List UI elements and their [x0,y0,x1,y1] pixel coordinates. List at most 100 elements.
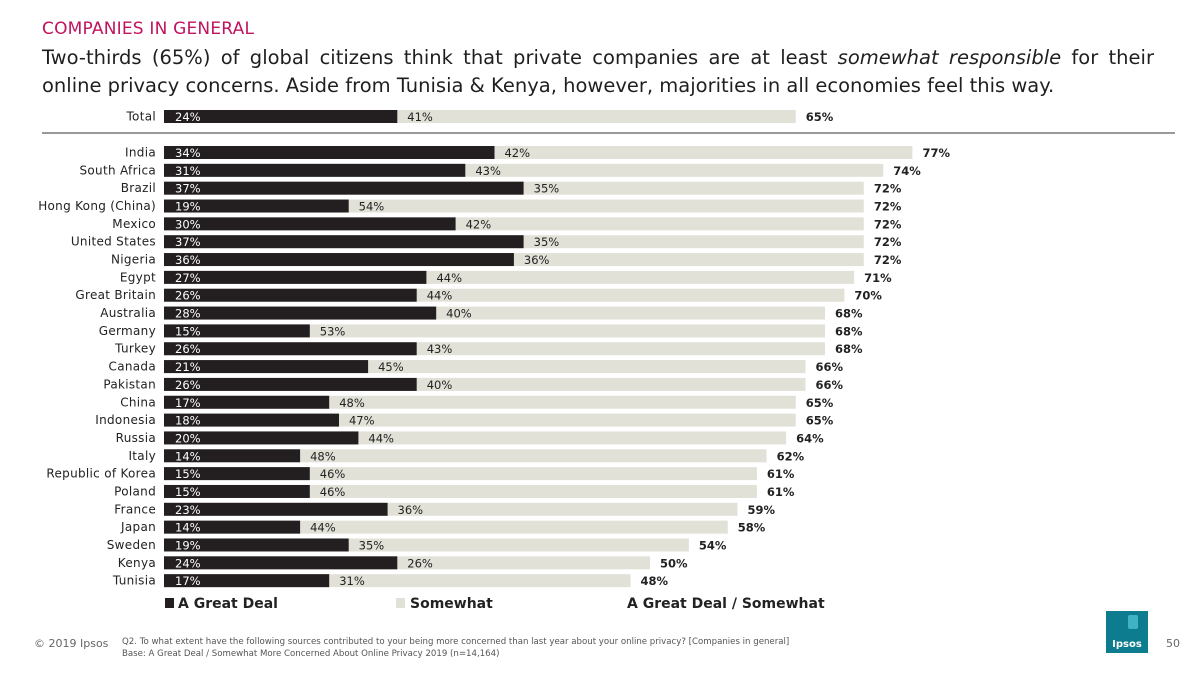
bar-great-deal-japan [164,520,301,534]
label-somewhat-china: 48% [339,396,365,410]
bar-great-deal-india [164,146,495,159]
label-great-deal-united-states: 37% [175,235,201,249]
label-great-deal-germany: 15% [175,324,201,338]
category-label-italy: Italy [128,449,156,463]
label-total-poland: 61% [767,485,795,499]
bar-somewhat-republic-of-korea [164,467,757,481]
category-label-kenya: Kenya [118,556,156,570]
label-somewhat-russia: 44% [368,431,394,445]
bar-great-deal-indonesia [164,413,339,427]
label-somewhat-canada: 45% [378,360,404,374]
section-title: COMPANIES IN GENERAL [42,19,255,39]
bar-great-deal-poland [164,484,310,498]
logo-text: Ipsos [1112,639,1142,650]
label-somewhat-india: 42% [504,146,530,160]
category-label-total: Total [125,110,156,124]
label-total-total: 65% [806,110,834,124]
label-somewhat-mexico: 42% [466,217,492,231]
bar-great-deal-pakistan [164,377,417,391]
category-label-pakistan: Pakistan [103,377,156,391]
label-total-united-states: 72% [874,235,902,249]
category-label-china: China [120,395,156,409]
ipsos-logo: Ipsos [1106,611,1148,653]
bar-great-deal-brazil [164,181,524,195]
label-great-deal-brazil: 37% [175,182,201,196]
label-somewhat-hong-kong-china: 54% [359,200,385,214]
category-label-nigeria: Nigeria [111,253,156,267]
legend-swatch-great-deal [165,598,174,608]
label-somewhat-france: 36% [398,503,424,517]
label-total-egypt: 71% [864,271,892,285]
label-total-germany: 68% [835,324,863,338]
category-label-sweden: Sweden [107,538,156,552]
label-somewhat-japan: 44% [310,521,336,535]
label-great-deal-canada: 21% [175,360,201,374]
label-total-russia: 64% [796,431,824,445]
bar-great-deal-united-states [164,235,524,249]
label-great-deal-nigeria: 36% [175,253,201,267]
legend-swatch-somewhat [396,598,405,608]
label-great-deal-south-africa: 31% [175,164,201,178]
category-label-tunisia: Tunisia [112,574,156,588]
label-total-italy: 62% [777,449,805,463]
label-total-great-britain: 70% [854,289,882,303]
label-somewhat-united-states: 35% [534,235,560,249]
bar-great-deal-germany [164,324,310,338]
legend-label-great-deal: A Great Deal [178,596,278,612]
label-great-deal-france: 23% [175,503,201,517]
legend-label-somewhat: Somewhat [410,596,493,612]
headline-part1: Two-thirds (65%) of global citizens thin… [42,46,838,69]
label-great-deal-mexico: 30% [175,217,201,231]
category-label-france: France [114,502,156,516]
label-somewhat-indonesia: 47% [349,414,375,428]
label-great-deal-australia: 28% [175,307,201,321]
label-great-deal-republic-of-korea: 15% [175,467,201,481]
bar-great-deal-republic-of-korea [164,467,310,481]
label-great-deal-china: 17% [175,396,201,410]
footnote: Q2. To what extent have the following so… [122,636,789,660]
logo-accent-shape [1128,615,1138,629]
category-label-japan: Japan [120,520,156,534]
category-label-germany: Germany [99,324,156,338]
footnote-question: Q2. To what extent have the following so… [122,637,790,647]
bar-somewhat-italy [164,449,767,463]
bar-somewhat-poland [164,484,757,498]
bar-great-deal-nigeria [164,253,514,267]
label-great-deal-poland: 15% [175,485,201,499]
label-somewhat-egypt: 44% [436,271,462,285]
category-label-egypt: Egypt [120,270,156,284]
bar-great-deal-canada [164,360,369,374]
label-somewhat-south-africa: 43% [475,164,501,178]
label-somewhat-sweden: 35% [359,538,385,552]
category-label-south-africa: South Africa [79,163,156,177]
label-total-indonesia: 65% [806,414,834,428]
label-somewhat-great-britain: 44% [427,289,453,303]
label-somewhat-italy: 48% [310,449,336,463]
label-total-tunisia: 48% [641,574,669,588]
label-somewhat-poland: 46% [320,485,346,499]
label-great-deal-egypt: 27% [175,271,201,285]
headline-part2: for their online privacy concerns. Aside… [42,46,1154,97]
bar-somewhat-germany [164,324,825,338]
label-somewhat-kenya: 26% [407,556,433,570]
category-label-poland: Poland [114,484,156,498]
category-label-brazil: Brazil [121,181,156,195]
label-total-turkey: 68% [835,342,863,356]
bar-great-deal-tunisia [164,574,330,588]
category-label-united-states: United States [71,235,156,249]
bar-great-deal-russia [164,431,359,445]
label-total-brazil: 72% [874,182,902,196]
label-total-india: 77% [922,146,950,160]
label-great-deal-great-britain: 26% [175,289,201,303]
label-total-republic-of-korea: 61% [767,467,795,481]
label-total-nigeria: 72% [874,253,902,267]
bar-great-deal-china [164,395,330,409]
category-label-canada: Canada [109,360,156,374]
label-great-deal-total: 24% [175,110,201,124]
label-somewhat-brazil: 35% [534,182,560,196]
label-great-deal-russia: 20% [175,431,201,445]
label-total-sweden: 54% [699,538,727,552]
bar-somewhat-japan [164,520,728,534]
category-label-hong-kong-china: Hong Kong (China) [38,199,156,213]
